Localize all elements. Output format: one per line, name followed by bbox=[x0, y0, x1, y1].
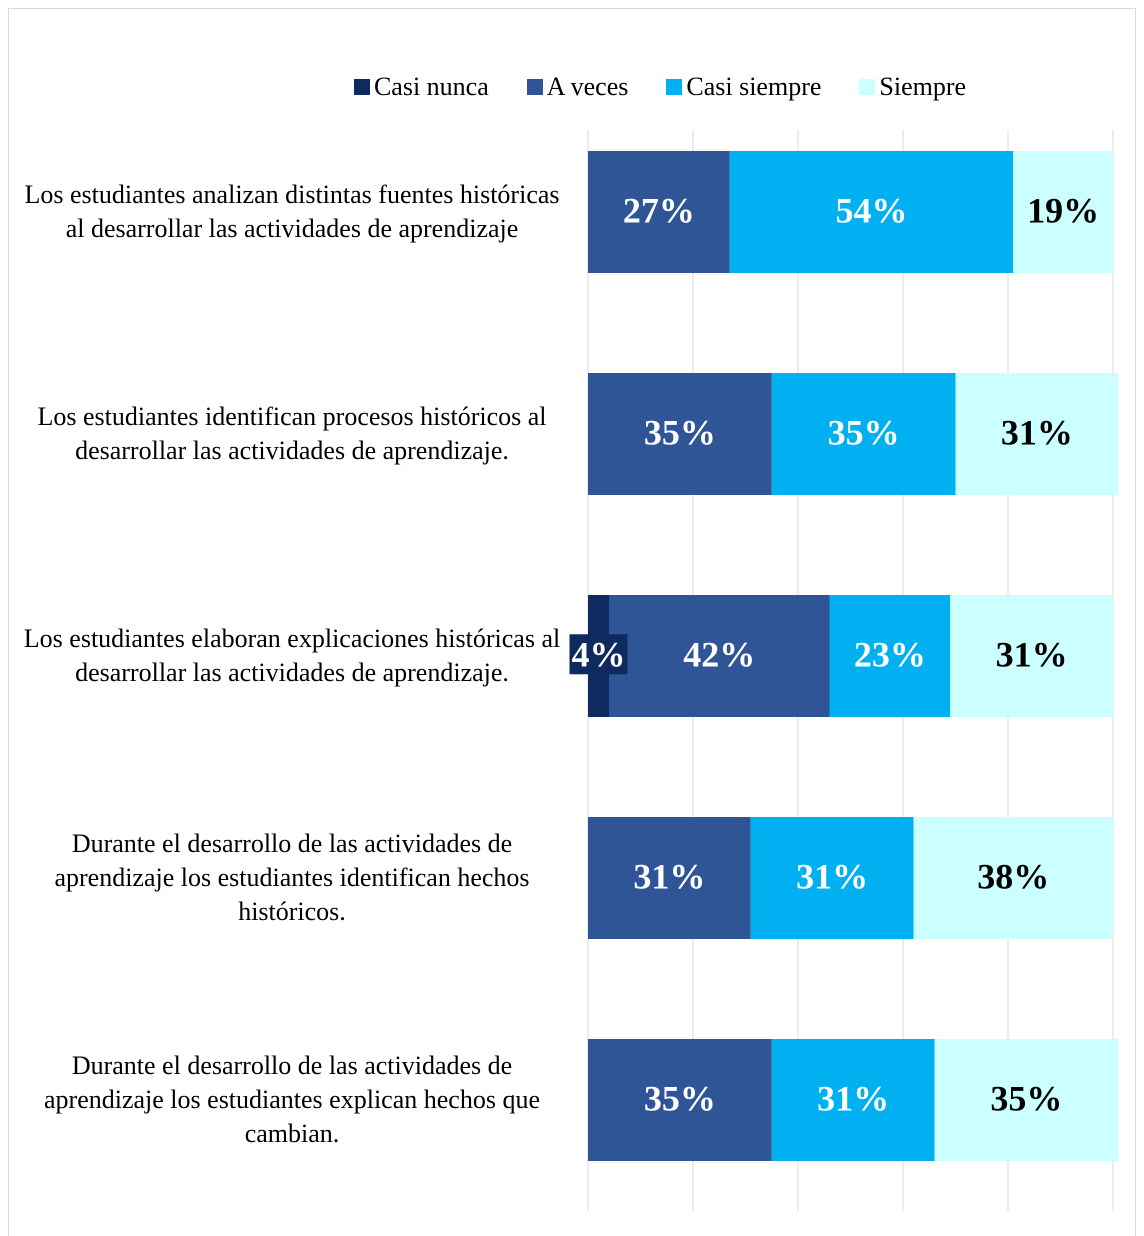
bar-segment bbox=[829, 595, 951, 717]
legend-item: A veces bbox=[526, 70, 629, 104]
category-label: Durante el desarrollo de las actividades… bbox=[44, 1051, 540, 1148]
legend-label: Siempre bbox=[879, 72, 967, 101]
legend-item: Casi siempre bbox=[666, 70, 821, 104]
data-label: 35% bbox=[644, 1078, 716, 1118]
category-label: Los estudiantes elaboran explicaciones h… bbox=[23, 624, 561, 687]
chart-frame bbox=[8, 8, 1136, 1236]
bar-segment bbox=[588, 817, 751, 939]
data-label: 31% bbox=[633, 856, 705, 896]
legend-swatch bbox=[353, 79, 370, 95]
data-label-bg bbox=[569, 634, 628, 675]
legend-item: Siempre bbox=[859, 70, 966, 104]
bar-segment bbox=[750, 817, 914, 939]
category-label: Los estudiantes identifican procesos his… bbox=[37, 402, 547, 465]
data-label: 35% bbox=[644, 412, 716, 452]
data-label: 42% bbox=[683, 634, 755, 674]
bar-segment bbox=[771, 1039, 935, 1161]
bar-segment bbox=[588, 151, 730, 273]
legend: Casi nunca A veces Casi siempre Siempre bbox=[280, 70, 1040, 104]
data-label: 38% bbox=[977, 856, 1049, 896]
data-label: 31% bbox=[796, 856, 868, 896]
legend-label: Casi siempre bbox=[686, 72, 822, 101]
category-label: Durante el desarrollo de las actividades… bbox=[54, 829, 530, 926]
legend-label: A veces bbox=[546, 72, 629, 101]
data-label: 27% bbox=[623, 190, 695, 230]
data-label: 19% bbox=[1027, 190, 1099, 230]
legend-swatch bbox=[666, 79, 683, 95]
bar-segment bbox=[1013, 151, 1113, 273]
bar-segment bbox=[934, 1039, 1119, 1161]
category-label: Los estudiantes analizan distintas fuent… bbox=[24, 180, 560, 243]
data-label: 54% bbox=[836, 190, 908, 230]
data-label: 35% bbox=[828, 412, 900, 452]
bar-segment bbox=[729, 151, 1014, 273]
bar-segment bbox=[771, 373, 956, 495]
bar-segment bbox=[955, 373, 1119, 495]
data-label: 4% bbox=[572, 634, 626, 674]
data-label: 31% bbox=[817, 1078, 889, 1118]
bar-segment bbox=[609, 595, 830, 717]
data-label: 31% bbox=[1001, 412, 1073, 452]
data-label: 31% bbox=[996, 634, 1068, 674]
legend-swatch bbox=[859, 79, 876, 95]
legend-item: Casi nunca bbox=[353, 70, 489, 104]
data-label: 35% bbox=[990, 1078, 1062, 1118]
data-label: 23% bbox=[854, 634, 926, 674]
legend-swatch bbox=[526, 79, 543, 95]
legend-label: Casi nunca bbox=[373, 72, 489, 101]
bar-segment bbox=[913, 817, 1113, 939]
bar-segment bbox=[588, 373, 772, 495]
bar-segment bbox=[588, 1039, 772, 1161]
bar-segment bbox=[950, 595, 1113, 717]
